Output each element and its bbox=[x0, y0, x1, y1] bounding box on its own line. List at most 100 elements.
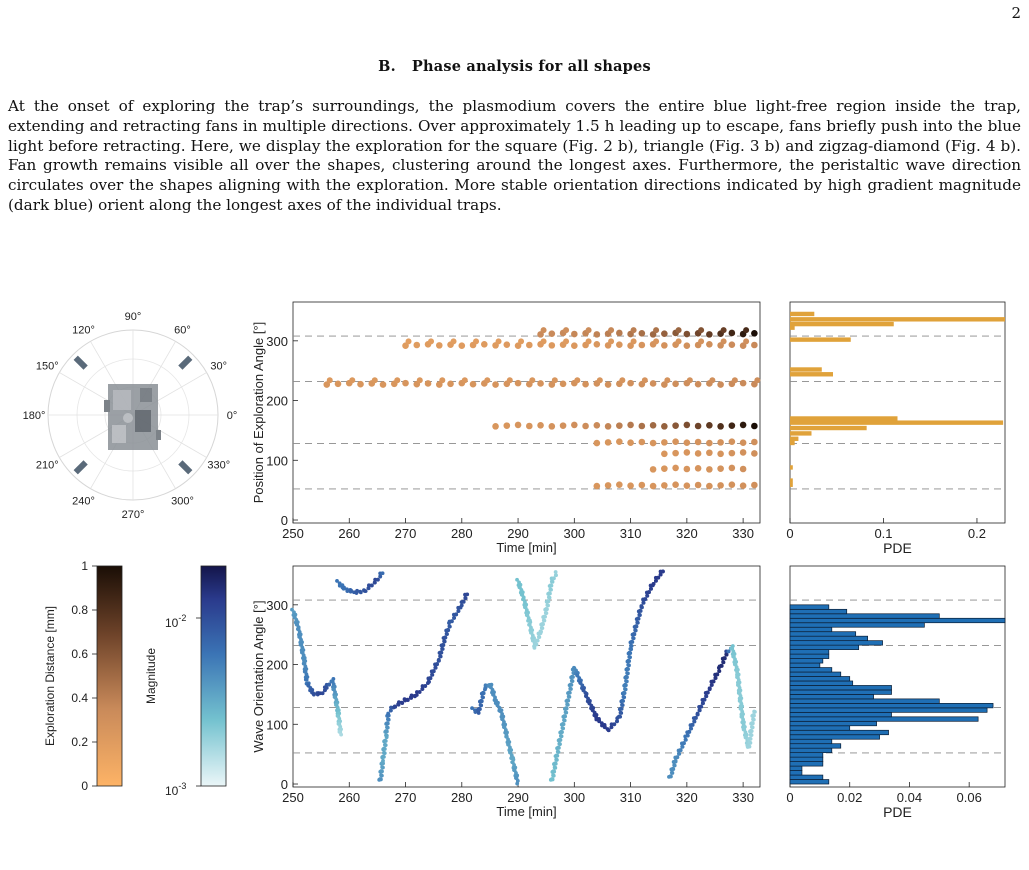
exploration-point bbox=[593, 331, 601, 338]
wave-point bbox=[658, 572, 663, 577]
exploration-point bbox=[661, 342, 668, 349]
exploration-point bbox=[503, 341, 511, 348]
wave-point bbox=[414, 693, 419, 697]
pde-bar bbox=[789, 608, 848, 615]
exploration-point bbox=[661, 330, 668, 337]
exploration-point bbox=[402, 379, 409, 387]
wave-point bbox=[751, 713, 756, 718]
pde-bar bbox=[789, 667, 833, 673]
wave-point bbox=[306, 683, 311, 688]
colorbar-distance-tick-label: 1 bbox=[81, 559, 88, 573]
wave-point bbox=[389, 708, 393, 713]
wave-point bbox=[635, 620, 640, 625]
x-tick-label: 290 bbox=[507, 526, 529, 541]
wave-point bbox=[554, 757, 559, 762]
exploration-point bbox=[706, 340, 713, 348]
x-tick-label: 300 bbox=[563, 790, 585, 805]
wave-point bbox=[512, 768, 516, 772]
wave-point bbox=[688, 726, 693, 731]
exploration-point bbox=[751, 481, 758, 489]
wave-point bbox=[566, 694, 571, 699]
wave-point bbox=[672, 763, 677, 768]
polar-axis-marker bbox=[73, 460, 88, 475]
wave-point bbox=[749, 728, 753, 733]
exploration-point bbox=[751, 438, 758, 446]
x-tick-label: 280 bbox=[451, 790, 473, 805]
exploration-point bbox=[728, 449, 736, 457]
pde-bar bbox=[790, 367, 822, 372]
wave-point bbox=[637, 612, 642, 617]
exploration-point bbox=[484, 377, 491, 384]
exploration-point bbox=[754, 377, 761, 384]
exploration-point bbox=[424, 380, 432, 387]
exploration-point bbox=[717, 482, 724, 489]
wave-point bbox=[570, 674, 575, 679]
wave-point bbox=[575, 673, 579, 678]
wave-point bbox=[477, 706, 482, 711]
wave-point bbox=[567, 690, 572, 695]
exploration-point bbox=[630, 338, 637, 345]
pde-bar bbox=[789, 779, 830, 785]
wave-point bbox=[620, 698, 625, 703]
exploration-point bbox=[540, 327, 547, 334]
wave-point bbox=[436, 657, 441, 662]
wave-point bbox=[393, 704, 398, 709]
exploration-point bbox=[627, 379, 634, 387]
wave-point bbox=[680, 744, 685, 749]
wave-point bbox=[386, 711, 391, 716]
exploration-point bbox=[743, 327, 750, 334]
wave-point bbox=[366, 586, 371, 591]
pde-bar bbox=[789, 635, 868, 642]
axes-box bbox=[292, 565, 761, 788]
exploration-point bbox=[694, 422, 702, 430]
exploration-point bbox=[627, 421, 634, 429]
wave-point bbox=[747, 740, 752, 745]
exploration-point bbox=[728, 481, 736, 488]
pde-bar bbox=[790, 425, 867, 431]
wave-point bbox=[463, 596, 468, 600]
wave-point bbox=[420, 687, 425, 691]
wave-point bbox=[678, 748, 683, 752]
exploration-point bbox=[683, 439, 691, 447]
wave-point bbox=[609, 725, 614, 730]
wave-point bbox=[656, 575, 661, 580]
wave-point bbox=[330, 679, 334, 684]
exploration-point bbox=[357, 380, 364, 388]
wave-point bbox=[641, 600, 646, 605]
wave-point bbox=[384, 733, 388, 738]
wave-point bbox=[560, 726, 565, 730]
wave-point bbox=[534, 642, 538, 647]
wave-point bbox=[514, 776, 518, 780]
wave-point bbox=[615, 719, 619, 724]
exploration-point bbox=[379, 381, 387, 388]
wave-point bbox=[428, 676, 433, 680]
wave-point bbox=[417, 690, 422, 694]
polar-axis-marker bbox=[73, 355, 88, 370]
x-axis-label: Time [min] bbox=[496, 804, 556, 819]
wave-point bbox=[382, 746, 386, 751]
wave-point bbox=[626, 663, 631, 667]
wave-point bbox=[631, 631, 636, 636]
wave-point bbox=[515, 781, 520, 786]
polar-angle-label: 180° bbox=[23, 410, 46, 422]
pde-bar bbox=[789, 725, 851, 731]
pde-bar bbox=[789, 671, 842, 677]
wave-point bbox=[683, 737, 688, 742]
wave-point bbox=[568, 686, 573, 691]
polar-axis-marker bbox=[178, 355, 193, 370]
exploration-point bbox=[683, 482, 691, 490]
wave-point bbox=[547, 591, 552, 596]
exploration-point bbox=[672, 449, 679, 457]
pde-bar bbox=[789, 658, 824, 664]
wave-point bbox=[634, 624, 638, 629]
wave-point bbox=[447, 624, 452, 629]
wave-point bbox=[324, 685, 329, 690]
wave-point bbox=[433, 665, 438, 670]
wave-point bbox=[673, 758, 678, 763]
wave-point bbox=[440, 642, 445, 647]
wave-point bbox=[478, 703, 483, 707]
wave-point bbox=[524, 613, 529, 618]
wave-point bbox=[621, 695, 626, 699]
exploration-point bbox=[548, 330, 556, 337]
exploration-point bbox=[492, 423, 499, 430]
